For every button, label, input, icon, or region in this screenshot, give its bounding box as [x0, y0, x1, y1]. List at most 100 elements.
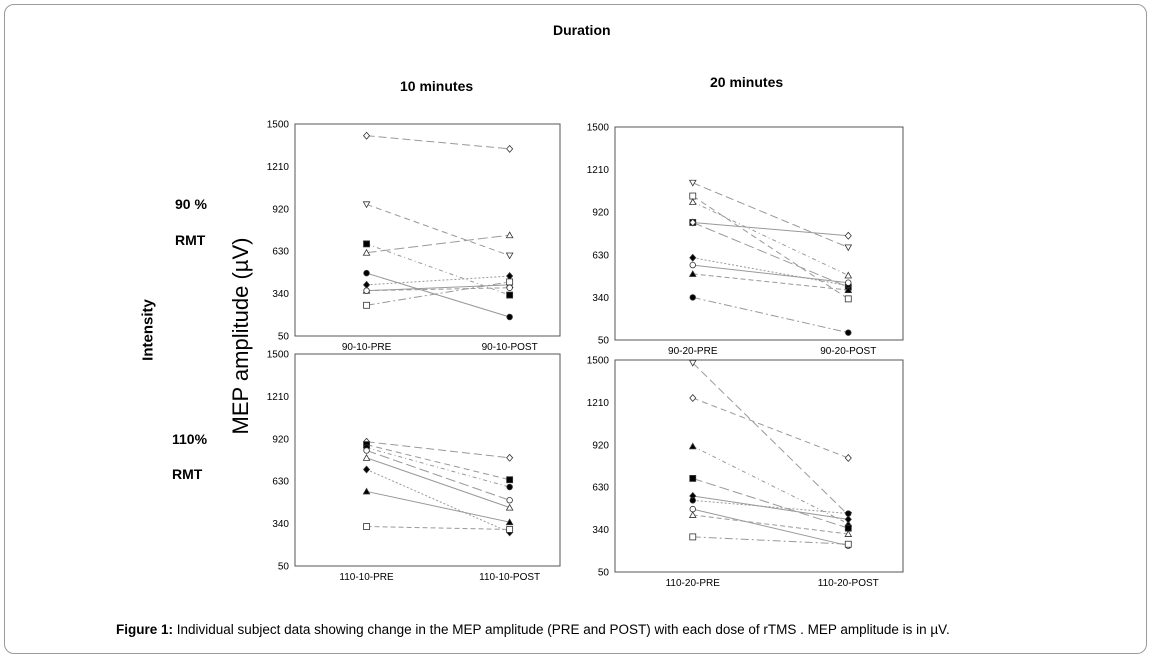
- series-line: [692, 195, 849, 300]
- data-point-post: [845, 329, 852, 336]
- data-point-post: [506, 313, 513, 321]
- series-line: [692, 182, 849, 248]
- x-tick-label: 110-20-POST: [818, 578, 879, 589]
- series-line: [692, 273, 849, 291]
- data-point-pre: [689, 533, 697, 541]
- figure-frame: [4, 4, 1147, 654]
- data-point-pre: [689, 261, 696, 269]
- row-label-90-rmt: RMT: [175, 232, 206, 248]
- caption-text: Individual subject data showing change i…: [173, 622, 950, 637]
- series-line: [366, 490, 510, 523]
- data-point-pre: [688, 179, 697, 187]
- series-line: [692, 296, 849, 334]
- data-point-post: [844, 540, 852, 548]
- plot-frame: [614, 126, 904, 341]
- data-point-pre: [689, 253, 697, 262]
- data-point-pre: [689, 475, 697, 482]
- data-point-pre: [688, 359, 697, 367]
- series-line: [692, 536, 849, 545]
- data-point-post: [844, 244, 853, 252]
- series-line: [366, 272, 510, 318]
- data-point-pre: [362, 487, 371, 495]
- data-point-pre: [363, 269, 370, 277]
- data-point-post: [844, 515, 852, 524]
- data-point-post: [506, 144, 514, 153]
- chart-panel-3: 1500 1210 920 630 340 50 110-10-PRE 110-10-POST: [267, 350, 561, 583]
- y-tick-label: 1500: [267, 350, 290, 361]
- data-point-pre: [688, 511, 697, 518]
- y-tick-label: 50: [598, 568, 610, 579]
- series-line: [692, 397, 849, 459]
- series-line: [692, 508, 849, 547]
- y-tick-label: 1210: [267, 162, 290, 173]
- data-point-post: [506, 476, 514, 484]
- series-line: [366, 284, 510, 292]
- series-line: [692, 221, 849, 237]
- chart-panel-4: 1500 1210 920 630 340 50 110-20-PRE 110-20-POST: [587, 356, 904, 589]
- column-label-10-minutes: 10 minutes: [400, 78, 474, 94]
- series-line: [366, 275, 510, 286]
- data-point-post: [506, 497, 513, 504]
- series-line: [692, 264, 849, 284]
- y-tick-label: 50: [278, 332, 290, 343]
- plot-frame: [294, 353, 561, 567]
- duration-label: Duration: [553, 22, 611, 38]
- data-point-pre: [689, 505, 696, 513]
- data-point-pre: [363, 131, 371, 140]
- series-line: [366, 203, 510, 257]
- series-line: [366, 135, 510, 150]
- data-point-post: [506, 453, 514, 462]
- y-tick-label: 340: [592, 293, 609, 304]
- y-tick-label: 630: [272, 477, 289, 488]
- series-line: [366, 234, 510, 254]
- data-point-post: [506, 483, 513, 491]
- data-point-post: [505, 518, 514, 526]
- data-point-pre: [689, 294, 696, 301]
- plot-frame: [614, 359, 904, 573]
- series-line: [366, 243, 510, 296]
- chart-panel-1: 1500 1210 920 630 340 50 90-10-PRE 90-10-POST: [267, 120, 561, 353]
- y-tick-label: 340: [272, 519, 289, 530]
- figure-caption: Figure 1: Individual subject data showin…: [116, 622, 950, 637]
- data-point-post: [505, 252, 514, 260]
- y-tick-label: 1210: [267, 392, 290, 403]
- data-point-pre: [362, 248, 371, 256]
- data-point-post: [506, 284, 513, 291]
- x-tick-label: 110-10-PRE: [339, 572, 394, 583]
- y-tick-label: 1210: [587, 398, 610, 409]
- data-point-post: [844, 231, 852, 240]
- data-point-pre: [363, 447, 370, 454]
- y-tick-label: 1500: [587, 123, 610, 134]
- y-tick-label: 920: [272, 434, 289, 445]
- data-point-post: [844, 530, 853, 537]
- x-tick-label: 90-10-POST: [482, 342, 538, 353]
- data-point-post: [845, 279, 852, 286]
- series-line: [692, 477, 849, 529]
- data-point-post: [844, 286, 853, 294]
- data-point-pre: [363, 301, 370, 309]
- row-label-110-rmt: RMT: [172, 466, 203, 482]
- y-tick-label: 1210: [587, 165, 610, 176]
- row-label-90-percent: 90 %: [175, 196, 207, 212]
- series-line: [692, 499, 849, 515]
- column-label-20-minutes: 20 minutes: [710, 74, 784, 90]
- series-line: [366, 526, 510, 530]
- data-point-post: [506, 291, 514, 299]
- y-tick-label: 340: [272, 289, 289, 300]
- series-line: [692, 445, 849, 525]
- series-line: [366, 457, 510, 508]
- y-tick-label: 1500: [267, 120, 290, 131]
- data-point-pre: [688, 198, 697, 205]
- series-line: [366, 447, 510, 488]
- y-tick-label: 920: [592, 208, 609, 219]
- data-point-pre: [363, 287, 370, 294]
- data-point-pre: [362, 454, 371, 461]
- data-point-pre: [363, 240, 370, 248]
- series-line: [692, 201, 849, 276]
- data-point-post: [505, 503, 514, 511]
- data-point-post: [506, 526, 514, 533]
- data-point-pre: [362, 201, 371, 209]
- data-point-post: [844, 453, 852, 462]
- y-tick-label: 920: [592, 440, 609, 451]
- data-point-post: [844, 295, 852, 303]
